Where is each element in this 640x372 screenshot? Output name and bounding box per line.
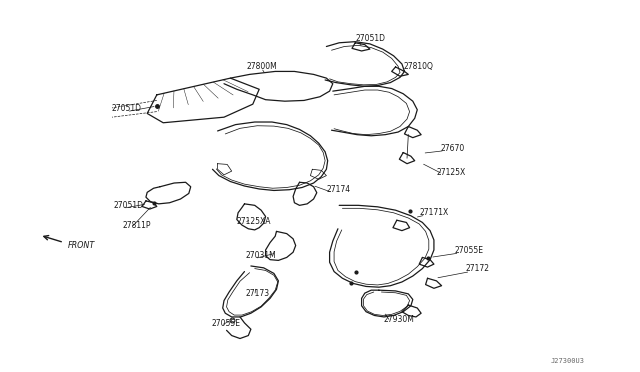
Text: FRONT: FRONT	[68, 241, 95, 250]
Text: 27173: 27173	[245, 289, 269, 298]
Text: 27125XA: 27125XA	[237, 217, 271, 226]
Text: 27800M: 27800M	[246, 62, 277, 71]
Text: 27051D: 27051D	[355, 34, 385, 43]
Text: 27930M: 27930M	[384, 315, 415, 324]
Text: 27670: 27670	[440, 144, 465, 153]
Text: 27051D: 27051D	[113, 201, 143, 210]
Text: 27174: 27174	[326, 185, 351, 194]
Text: 27055E: 27055E	[211, 319, 240, 328]
Text: 27171X: 27171X	[419, 208, 449, 217]
Text: 27810Q: 27810Q	[403, 62, 433, 71]
Text: 27172: 27172	[466, 264, 490, 273]
Text: 27031M: 27031M	[245, 251, 276, 260]
Text: 27811P: 27811P	[123, 221, 152, 230]
Text: 27125X: 27125X	[436, 168, 466, 177]
Text: 27051D: 27051D	[112, 105, 142, 113]
Text: 27055E: 27055E	[454, 246, 483, 255]
Text: J27300U3: J27300U3	[550, 358, 584, 364]
